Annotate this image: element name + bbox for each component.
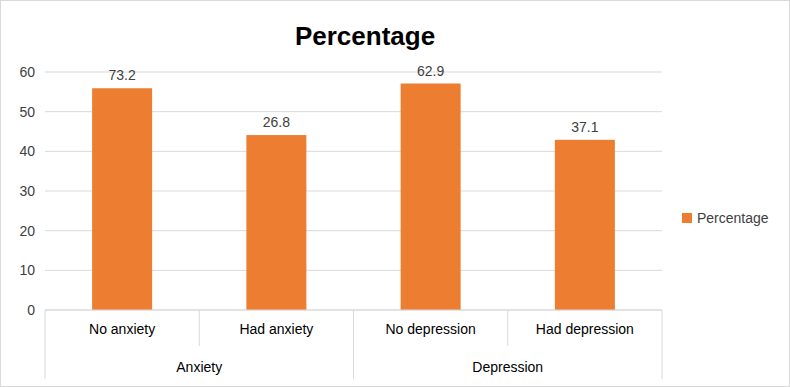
y-tick-label: 40 [19,143,35,159]
grid-line [45,72,662,73]
annotation: 37.1 [571,119,598,135]
annotation: 26.8 [263,114,290,130]
group-separator [45,310,46,379]
group-label: Depression [472,359,543,375]
bar [555,140,615,310]
bars [92,84,615,310]
chart-border [1,1,790,387]
category-separator [507,310,508,346]
bar [92,88,152,310]
x-tick-label: No depression [385,321,475,337]
y-tick-label: 0 [27,302,35,318]
chart-container: Percentage 0 10 20 30 40 50 60 73.2 26.8 62.9 37.1 N… [0,0,790,387]
annotation: 62.9 [417,63,444,79]
y-tick-label: 30 [19,183,35,199]
group-label: Anxiety [176,359,222,375]
group-separator [353,310,354,379]
y-tick-label: 50 [19,104,35,120]
y-tick-label: 20 [19,223,35,239]
bar [401,84,461,310]
y-tick-label: 10 [19,262,35,278]
title: Percentage [295,21,435,51]
y-tick-label: 60 [19,64,35,80]
legend-label: Percentage [697,210,769,226]
annotation: 73.2 [109,67,136,83]
x-tick-label: No anxiety [89,321,155,337]
chart: Percentage 0 10 20 30 40 50 60 73.2 26.8 62.9 37.1 N… [0,0,790,387]
group-separator [662,310,663,379]
bar [246,135,306,310]
x-tick-label: Had depression [536,321,634,337]
x-tick-label: Had anxiety [239,321,313,337]
category-separator [199,310,200,346]
legend-swatch [682,213,692,223]
